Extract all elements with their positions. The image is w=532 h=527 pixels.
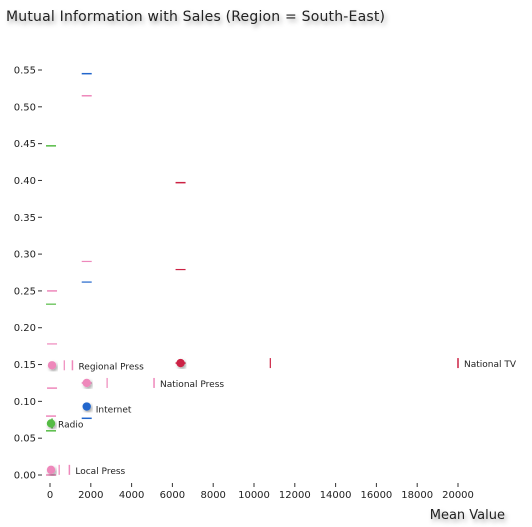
y-tick-label: 0.55 (14, 66, 36, 77)
y-tick-label: 0.45 (14, 139, 36, 150)
y-tick-label: 0.40 (14, 176, 36, 187)
x-tick-label: 4000 (119, 490, 144, 501)
x-tick-label: 8000 (200, 490, 225, 501)
y-tick-label: 0.35 (14, 213, 36, 224)
data-point (47, 361, 57, 370)
point-label: Internet (96, 406, 132, 416)
y-tick-label: 0.30 (14, 250, 36, 261)
x-tick-label: 12000 (279, 490, 311, 501)
x-tick-label: 10000 (238, 490, 270, 501)
data-point-group: National Press (81, 95, 224, 390)
x-tick-label: 0 (47, 490, 53, 501)
data-point-group: Regional Press (47, 290, 144, 389)
y-tick-label: 0.50 (14, 102, 36, 113)
y-tick-label: 0.25 (14, 286, 36, 297)
y-tick-label: 0.15 (14, 360, 36, 371)
plot-area: National TV National Press Internet Regiona… (46, 72, 517, 477)
x-tick-label: 2000 (78, 490, 103, 501)
chart-title: Mutual Information with Sales (Region = … (6, 9, 386, 25)
x-axis-label: Mean Value (429, 508, 505, 523)
y-tick-label: 0.00 (14, 471, 36, 482)
data-point (46, 465, 56, 475)
y-tick-label: 0.20 (14, 323, 36, 334)
data-point-group: Radio (46, 145, 84, 432)
x-tick-label: 18000 (401, 490, 433, 501)
point-label: National TV (464, 360, 517, 370)
data-point-group: Local Press (46, 415, 126, 477)
point-label: Regional Press (78, 362, 144, 372)
y-tick-label: 0.05 (14, 434, 36, 445)
data-point (82, 402, 91, 411)
x-tick-label: 20000 (442, 490, 474, 501)
point-label: National Press (160, 380, 224, 390)
point-label: Local Press (75, 467, 125, 477)
data-point-group: National TV (175, 181, 517, 370)
point-label: Radio (58, 420, 84, 430)
x-tick-label: 6000 (160, 490, 185, 501)
data-point-group: Internet (81, 72, 132, 420)
x-tick-label: 16000 (360, 490, 392, 501)
y-tick-label: 0.10 (14, 397, 36, 408)
data-point (176, 358, 185, 368)
x-tick-label: 14000 (320, 490, 352, 501)
axes: 0.00 0.05 0.10 0.15 0.20 0.25 0.30 0.35 0.40 0.45… (14, 66, 474, 502)
